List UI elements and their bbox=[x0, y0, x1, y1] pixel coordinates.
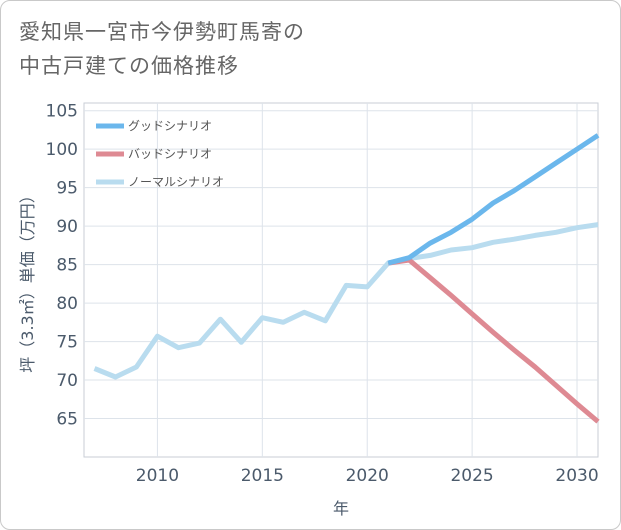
title-line-2: 中古戸建ての価格推移 bbox=[19, 54, 239, 78]
x-axis-ticks: 2010 2015 2020 2025 2030 bbox=[136, 466, 599, 486]
y-axis-title: 坪（3.3㎡）単価（万円） bbox=[18, 187, 37, 372]
y-tick-label: 100 bbox=[46, 140, 78, 160]
x-tick-label: 2020 bbox=[346, 466, 389, 486]
legend-label: バッドシナリオ bbox=[128, 147, 212, 161]
x-tick-label: 2015 bbox=[241, 466, 284, 486]
x-axis-title: 年 bbox=[333, 499, 349, 518]
y-tick-label: 65 bbox=[56, 410, 78, 430]
series-line-1 bbox=[387, 257, 600, 424]
y-tick-label: 70 bbox=[56, 371, 78, 391]
y-tick-label: 85 bbox=[56, 256, 78, 276]
chart-title: 愛知県一宮市今伊勢町馬寄の 中古戸建ての価格推移 bbox=[19, 15, 579, 83]
y-tick-label: 95 bbox=[56, 179, 78, 199]
grid-lines bbox=[84, 103, 598, 457]
y-tick-label: 80 bbox=[56, 294, 78, 314]
series-line-2 bbox=[93, 222, 599, 380]
y-axis-ticks: 65 70 75 80 85 90 95 100 105 bbox=[46, 102, 78, 430]
legend-label: グッドシナリオ bbox=[128, 119, 212, 133]
series-line-0 bbox=[387, 133, 600, 266]
plot-area bbox=[83, 102, 599, 458]
series-lines bbox=[93, 133, 600, 424]
x-tick-label: 2010 bbox=[136, 466, 179, 486]
x-tick-label: 2025 bbox=[450, 466, 493, 486]
title-line-1: 愛知県一宮市今伊勢町馬寄の bbox=[19, 20, 305, 44]
y-tick-label: 90 bbox=[56, 217, 78, 237]
legend-label: ノーマルシナリオ bbox=[128, 175, 224, 189]
x-tick-label: 2030 bbox=[555, 466, 598, 486]
y-tick-label: 75 bbox=[56, 333, 78, 353]
y-tick-label: 105 bbox=[46, 102, 78, 122]
